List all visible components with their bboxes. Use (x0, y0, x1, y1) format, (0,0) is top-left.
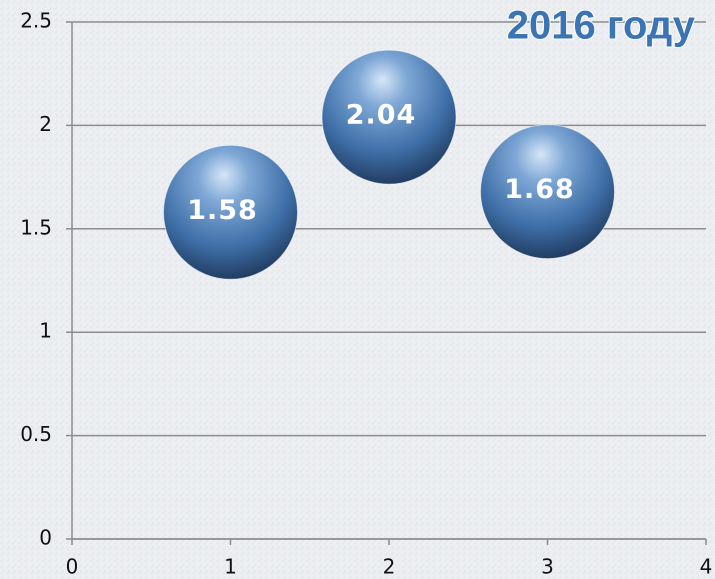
y-tick-label: 0 (39, 526, 52, 550)
x-tick-label: 1 (224, 555, 237, 579)
bubble (321, 49, 457, 185)
y-tick-label: 1 (39, 319, 52, 343)
y-tick-label: 2.5 (20, 9, 52, 33)
y-tick-label: 0.5 (20, 422, 52, 446)
data-label: 1.58 (187, 195, 258, 226)
data-label: 2.04 (346, 100, 417, 131)
chart-title: 2016 году (507, 4, 696, 48)
data-label: 1.68 (504, 174, 575, 205)
x-tick-label: 3 (541, 555, 554, 579)
x-tick-label: 2 (383, 555, 396, 579)
bubble (480, 124, 615, 260)
x-tick-label: 4 (700, 555, 713, 579)
bubble (163, 144, 298, 280)
y-tick-label: 2 (39, 112, 52, 136)
y-tick-label: 1.5 (20, 215, 52, 239)
x-tick-label: 0 (66, 555, 79, 579)
